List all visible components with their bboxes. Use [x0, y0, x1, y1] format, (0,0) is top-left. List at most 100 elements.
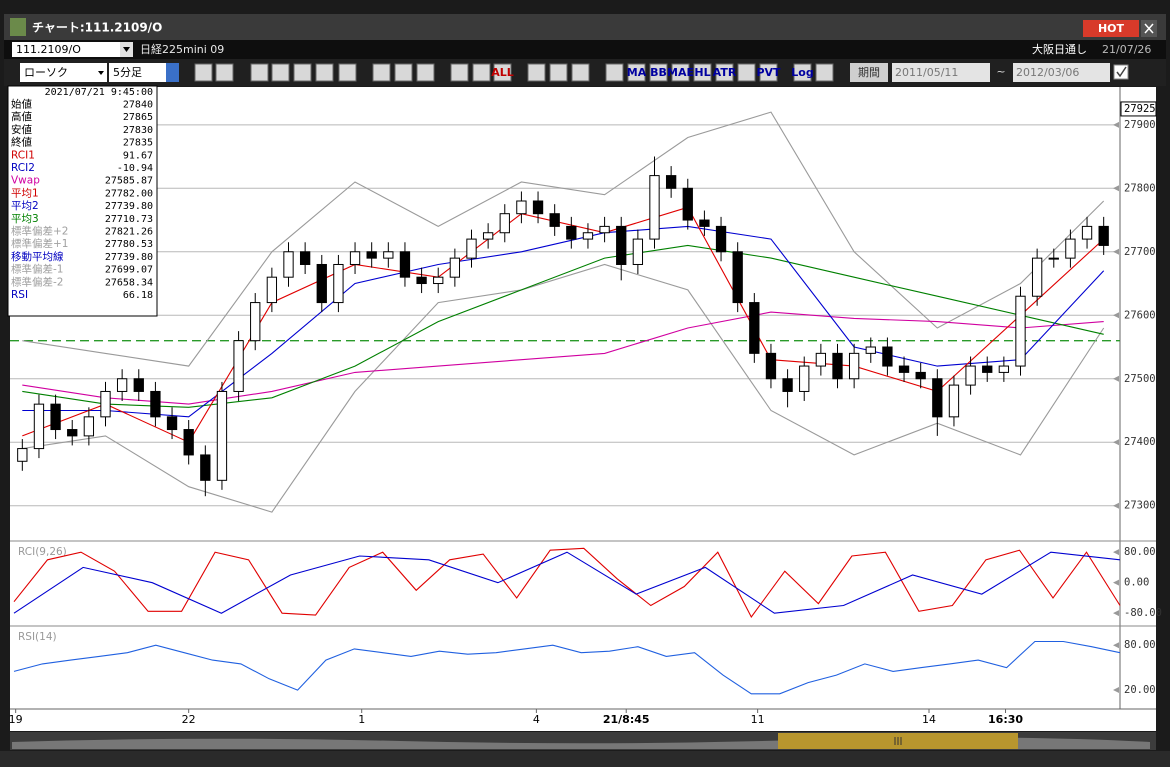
candle-body: [1015, 295, 1026, 367]
x-tick-label: 11: [751, 713, 765, 726]
indicator-line: [22, 311, 1104, 405]
candle-body: [1065, 238, 1076, 259]
hot-button[interactable]: [1083, 20, 1139, 37]
candle-body: [865, 346, 876, 354]
info-value: 27739.80: [105, 201, 153, 212]
symbol-box[interactable]: [12, 42, 120, 57]
candle-body: [516, 200, 527, 215]
to-date: 2012/03/06: [1016, 66, 1079, 79]
interval-dropdown[interactable]: [166, 63, 179, 82]
candle-body: [399, 251, 411, 278]
indicator-line: [22, 111, 1105, 367]
info-value: 27782.00: [105, 188, 153, 199]
info-label: 高値: [11, 110, 32, 123]
candle-body: [17, 448, 28, 462]
candle-body: [1048, 257, 1059, 260]
candle-body: [499, 213, 510, 234]
info-value: 27710.73: [105, 214, 153, 225]
tick-mark: [1113, 502, 1119, 509]
candle-body: [83, 416, 95, 437]
chart-type-combo[interactable]: [20, 63, 107, 82]
candle-body: [50, 403, 61, 431]
plot-layer: 27300 27400 27500 27600 27700 27800 27900 27925…: [9, 101, 1162, 726]
to-date-box[interactable]: [1013, 63, 1110, 82]
candle-body: [566, 225, 577, 240]
candle-body: [898, 365, 910, 373]
candle-body: [882, 346, 893, 367]
tick-mark: [1113, 579, 1119, 586]
y-tick-label: 27300: [1124, 500, 1156, 512]
info-label: RCI2: [11, 162, 35, 174]
candle-body: [549, 213, 560, 227]
candle-body: [699, 219, 710, 227]
info-value: 27658.34: [105, 277, 153, 288]
indicator-line: [22, 206, 1105, 443]
info-value: 27739.80: [105, 252, 153, 263]
tick-mark: [1113, 375, 1119, 382]
y-tick-label: 0.00: [1124, 577, 1149, 589]
info-value: 27699.07: [105, 265, 153, 276]
info-label: RCI1: [11, 149, 35, 161]
y-tick-label: 27900: [1124, 119, 1156, 131]
y-tick-label: 27400: [1124, 436, 1156, 448]
x-tick-label: 1: [358, 713, 365, 726]
y-tick-label: 27700: [1124, 246, 1156, 258]
chart-area: [10, 87, 1156, 731]
y-tick-label: 27500: [1124, 373, 1156, 385]
info-value: 27840: [123, 100, 153, 111]
tick-mark: [1113, 642, 1119, 649]
info-label: 標準偏差-2: [11, 275, 63, 288]
candle-body: [482, 232, 494, 240]
window-title: チャート:111.2109/O: [32, 21, 162, 35]
candle-body: [665, 175, 677, 189]
from-date-box[interactable]: [892, 63, 990, 82]
indicator-line: [13, 551, 1121, 614]
title-bar: [4, 14, 1166, 40]
info-label: 平均1: [11, 187, 39, 199]
close-icon: [1144, 23, 1154, 34]
info-value: -10.94: [117, 163, 153, 174]
x-tick-label: 21/8:45: [603, 713, 650, 726]
indicator-line: [13, 547, 1121, 619]
candle-body: [815, 352, 827, 367]
app-icon: [10, 18, 26, 36]
info-label: 移動平均線: [11, 250, 64, 263]
y-tick-label: 80.00: [1124, 546, 1156, 558]
candle-body: [998, 365, 1010, 373]
toolbar-icons[interactable]: [194, 63, 834, 82]
info-label: RSI: [11, 289, 28, 301]
info-label: 標準偏差+1: [11, 237, 68, 250]
info-label: 安値: [11, 123, 32, 136]
tick-mark: [1113, 549, 1119, 556]
toolbar-button: HL: [694, 66, 710, 79]
info-label: 終値: [11, 136, 32, 149]
candle-body: [150, 390, 161, 418]
candle-body: [948, 384, 960, 418]
candle-body: [932, 378, 943, 418]
candle-body: [316, 263, 327, 304]
y-tick-label: 80.00: [1124, 639, 1156, 651]
indicator-line: [13, 640, 1121, 695]
tick-mark: [1113, 439, 1119, 446]
toolbar-button: PVT: [756, 66, 781, 79]
period-button[interactable]: [850, 63, 888, 82]
chart-type: ローソク: [24, 66, 68, 79]
price-marker-box: [1120, 101, 1157, 117]
candle-body: [216, 390, 228, 481]
candle-body: [366, 251, 377, 259]
header-date: 21/07/26: [1102, 43, 1151, 56]
indicator-line: [22, 263, 1105, 513]
price-marker: 27925: [1124, 103, 1156, 115]
candle-body: [166, 416, 178, 431]
candle-body: [682, 187, 693, 221]
panel-title: RCI(9,26): [18, 546, 67, 558]
toolbar-button: MAE: [667, 66, 694, 79]
candle-body: [299, 251, 311, 265]
info-label: 標準偏差-1: [11, 263, 63, 276]
indicator-line: [22, 225, 1105, 418]
candle-body: [915, 371, 926, 380]
tick-mark: [1113, 610, 1119, 617]
interval-combo[interactable]: [109, 63, 179, 82]
candle-body: [616, 225, 627, 265]
